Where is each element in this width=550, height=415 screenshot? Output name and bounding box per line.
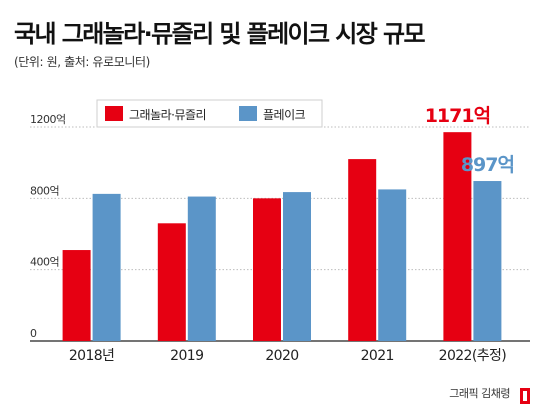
y-tick-label: 1200억 <box>30 113 66 126</box>
legend-label: 그래놀라·뮤즐리 <box>129 108 206 122</box>
bar-flake-2 <box>283 192 311 341</box>
legend-label: 플레이크 <box>263 108 306 122</box>
chart-subtitle: (단위: 원, 출처: 유로모니터) <box>14 55 150 69</box>
y-tick-label: 0 <box>30 327 37 340</box>
bar-granola-0 <box>62 250 91 341</box>
x-tick-label: 2018년 <box>69 348 115 364</box>
x-tick-label: 2021 <box>361 348 394 364</box>
y-tick-label: 400억 <box>30 256 59 269</box>
x-tick-label: 2019 <box>170 348 203 364</box>
legend-swatch-flake <box>239 106 257 121</box>
x-tick-label: 2022(추정) <box>439 348 507 364</box>
value-annotation: 897억 <box>461 154 514 176</box>
bar-flake-0 <box>92 193 121 341</box>
bar-granola-3 <box>348 159 377 341</box>
legend-swatch-granola <box>105 106 123 121</box>
bar-flake-3 <box>378 189 407 341</box>
bar-granola-4 <box>443 132 472 341</box>
publisher-logo-icon <box>520 388 530 404</box>
y-tick-label: 800억 <box>30 184 59 197</box>
value-annotation: 1171억 <box>425 105 490 127</box>
bar-granola-2 <box>253 198 281 341</box>
x-tick-label: 2020 <box>265 348 298 364</box>
legend-box <box>96 99 323 128</box>
graphic-credit: 그래픽 김채령 <box>449 387 510 400</box>
bar-granola-1 <box>157 223 186 341</box>
bar-flake-4 <box>473 181 502 341</box>
chart-title: 국내 그래놀라·뮤즐리 및 플레이크 시장 규모 <box>14 20 426 48</box>
bar-flake-1 <box>187 196 216 341</box>
